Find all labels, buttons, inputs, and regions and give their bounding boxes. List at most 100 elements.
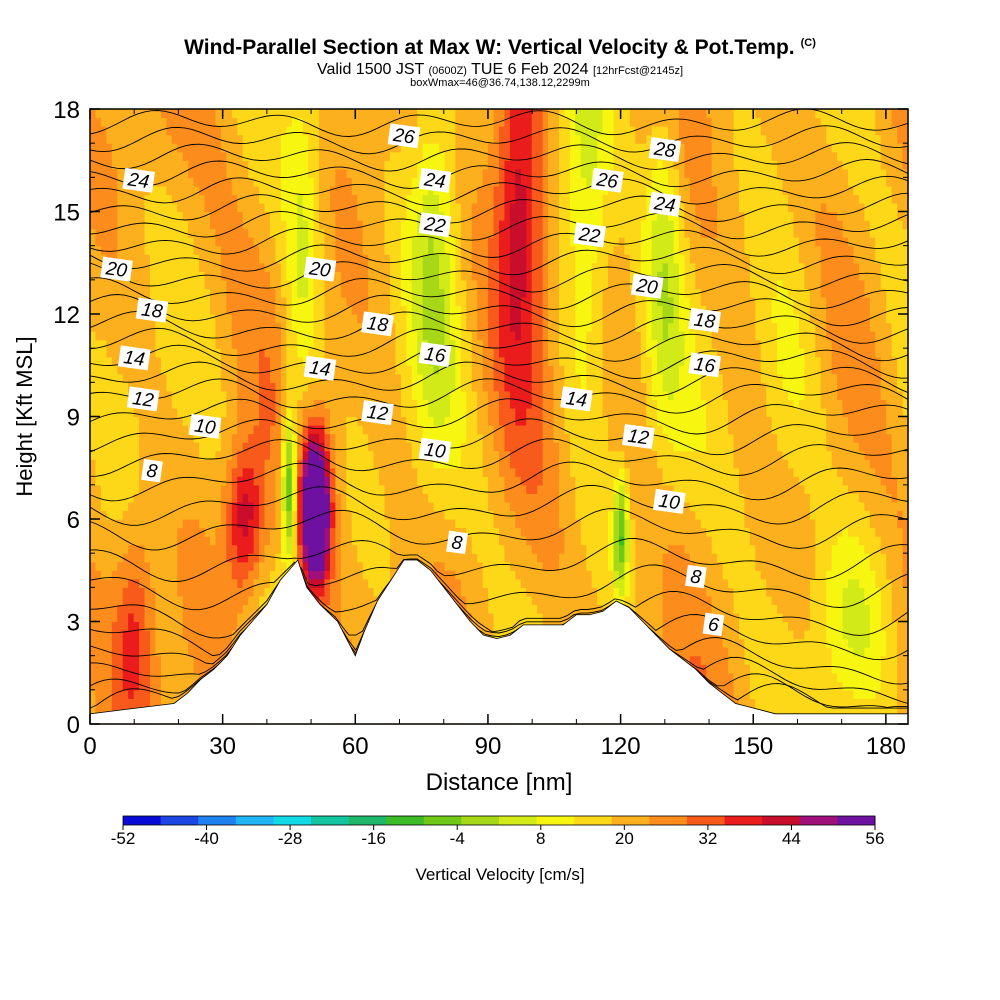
w-cell: [373, 202, 380, 213]
w-cell: [248, 493, 255, 503]
w-cell: [417, 254, 424, 264]
w-cell: [106, 493, 113, 503]
w-cell: [286, 134, 293, 144]
w-cell: [226, 279, 233, 289]
w-cell: [155, 339, 162, 349]
w-cell: [357, 399, 364, 409]
w-cell: [166, 476, 173, 486]
w-cell: [144, 595, 151, 606]
w-cell: [106, 151, 113, 161]
w-cell: [231, 211, 238, 221]
w-cell: [215, 314, 222, 324]
w-cell: [128, 527, 135, 537]
w-cell: [411, 185, 418, 196]
w-cell: [237, 305, 244, 315]
w-cell: [133, 425, 140, 435]
w-cell: [313, 390, 320, 401]
w-cell: [95, 151, 102, 161]
w-cell: [395, 493, 402, 503]
w-cell: [242, 544, 249, 554]
w-cell: [439, 288, 446, 298]
w-cell: [155, 689, 162, 699]
w-cell: [193, 296, 200, 307]
w-cell: [439, 493, 446, 503]
w-cell: [433, 305, 440, 315]
w-cell: [237, 168, 244, 178]
w-cell: [160, 655, 167, 665]
w-cell: [209, 501, 217, 512]
w-cell: [264, 382, 271, 392]
w-cell: [406, 254, 413, 264]
w-cell: [237, 202, 244, 213]
w-cell: [264, 339, 271, 349]
w-cell: [122, 621, 129, 631]
w-cell: [308, 442, 315, 452]
w-cell: [460, 399, 467, 409]
w-cell: [199, 450, 206, 460]
w-cell: [166, 279, 173, 289]
w-cell: [204, 467, 211, 477]
w-cell: [449, 382, 456, 392]
w-cell: [100, 689, 107, 699]
w-cell: [106, 612, 113, 623]
w-cell: [155, 570, 162, 580]
w-cell: [400, 245, 407, 255]
w-cell: [449, 160, 456, 170]
w-cell: [166, 399, 173, 409]
w-cell: [357, 356, 364, 366]
w-cell: [313, 305, 320, 315]
w-cell: [100, 202, 107, 213]
w-cell: [199, 570, 206, 580]
w-cell: [313, 399, 320, 409]
w-cell: [122, 672, 129, 682]
w-cell: [215, 117, 222, 127]
w-cell: [177, 331, 184, 341]
w-cell: [389, 185, 396, 196]
w-cell: [324, 390, 331, 401]
w-cell: [422, 160, 429, 170]
w-cell: [264, 433, 271, 443]
w-cell: [111, 288, 118, 298]
w-cell: [400, 271, 407, 281]
w-cell: [144, 510, 151, 520]
w-cell: [313, 151, 320, 161]
w-cell: [100, 621, 107, 631]
w-cell: [106, 373, 113, 383]
w-cell: [204, 365, 211, 375]
w-cell: [139, 553, 146, 563]
w-cell: [149, 134, 157, 144]
w-cell: [379, 134, 386, 144]
w-cell: [286, 416, 293, 426]
w-cell: [379, 228, 386, 238]
w-cell: [193, 519, 200, 529]
w-cell: [433, 322, 440, 332]
w-cell: [406, 220, 413, 230]
w-cell: [209, 185, 217, 196]
w-cell: [439, 578, 446, 588]
w-cell: [455, 501, 462, 512]
w-cell: [259, 356, 266, 366]
w-cell: [275, 373, 282, 383]
w-cell: [460, 262, 467, 272]
w-cell: [368, 373, 375, 383]
w-cell: [351, 467, 358, 477]
w-cell: [280, 553, 287, 563]
w-cell: [171, 339, 178, 349]
w-cell: [215, 459, 222, 469]
w-cell: [439, 143, 446, 153]
w-cell: [155, 168, 162, 178]
w-cell: [117, 177, 124, 187]
w-cell: [237, 271, 244, 281]
w-cell: [286, 484, 293, 494]
w-cell: [433, 151, 440, 161]
w-cell: [340, 570, 347, 580]
w-cell: [368, 459, 375, 469]
w-cell: [149, 493, 157, 503]
w-cell: [220, 561, 227, 571]
w-cell: [149, 220, 157, 230]
w-cell: [384, 450, 391, 460]
w-cell: [193, 459, 200, 469]
w-cell: [160, 194, 167, 204]
w-cell: [188, 664, 195, 674]
